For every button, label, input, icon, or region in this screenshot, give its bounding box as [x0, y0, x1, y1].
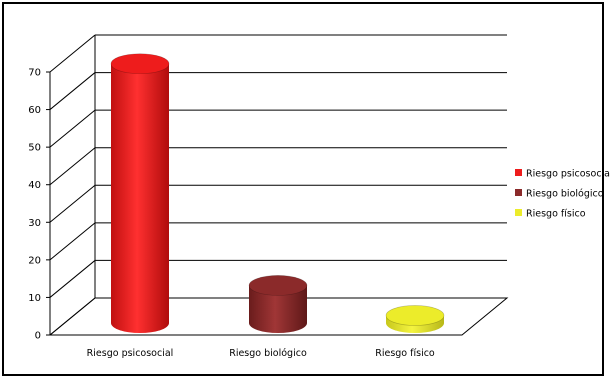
y-tick-label: 30 — [28, 218, 41, 229]
legend-label: Riesgo psicosocial — [526, 169, 610, 180]
gridline-side — [49, 184, 96, 223]
y-tick-label: 0 — [35, 331, 41, 342]
x-axis: Riesgo psicosocial Riesgo biológico Riesgo… — [87, 348, 435, 359]
gridline-side — [49, 34, 96, 73]
legend: Riesgo psicosocial Riesgo biológico Riesgo… — [515, 169, 610, 220]
gridline-side — [49, 297, 96, 336]
y-tick-label: 60 — [28, 105, 41, 116]
y-tick-label: 20 — [28, 255, 41, 266]
y-tick-label: 50 — [28, 143, 41, 154]
gridline-side — [49, 147, 96, 186]
bar-riesgo-psicosocial — [110, 53, 170, 333]
bar-riesgo-biol-gico — [248, 275, 308, 333]
gridline-side — [49, 109, 96, 148]
gridline-side — [49, 72, 96, 110]
x-category-label: Riesgo físico — [375, 348, 435, 359]
bar-top — [385, 305, 445, 326]
gridline-side — [49, 260, 96, 298]
legend-label: Riesgo físico — [526, 209, 586, 220]
bar-body — [111, 63, 169, 333]
y-axis: 0 10 20 30 40 50 60 70 — [28, 68, 50, 342]
bars — [110, 53, 445, 333]
bar-top — [110, 53, 170, 75]
y-tick-label: 40 — [28, 180, 41, 191]
x-category-label: Riesgo psicosocial — [87, 348, 174, 359]
legend-swatch — [515, 209, 522, 216]
bar-riesgo-f-sico — [385, 305, 445, 333]
bar-top — [248, 275, 308, 296]
y-tick-label: 70 — [28, 68, 41, 79]
legend-swatch — [515, 169, 522, 176]
legend-swatch — [515, 189, 522, 196]
legend-label: Riesgo biológico — [526, 189, 604, 200]
bar-body — [249, 285, 307, 333]
y-tick-label: 10 — [28, 293, 41, 304]
x-category-label: Riesgo biológico — [229, 348, 307, 359]
gridline-side — [49, 222, 96, 261]
